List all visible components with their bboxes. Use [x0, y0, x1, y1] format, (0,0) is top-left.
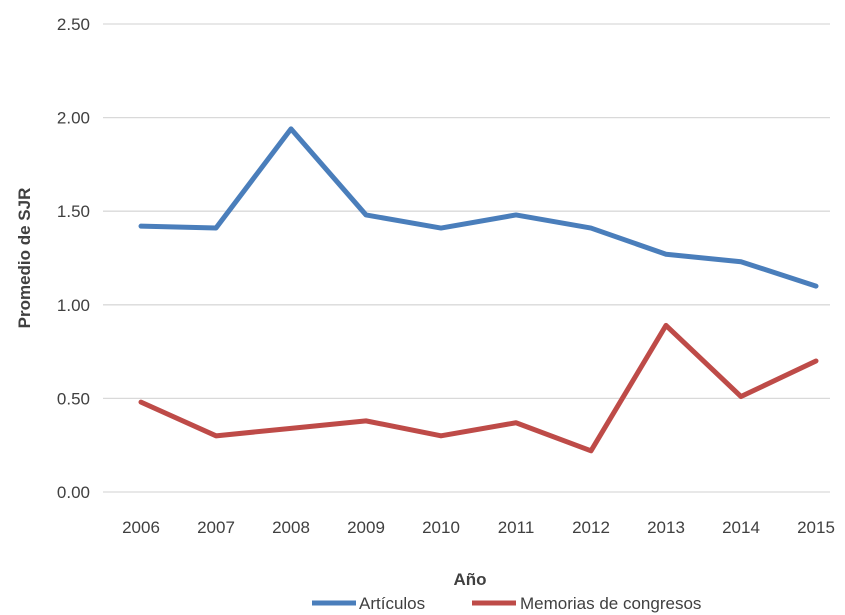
x-axis-title: Año	[453, 570, 486, 589]
x-tick-label: 2015	[797, 518, 835, 537]
x-tick-label: 2012	[572, 518, 610, 537]
y-tick-label: 1.50	[57, 202, 90, 221]
y-axis-ticks: 0.00 0.50 1.00 1.50 2.00 2.50	[57, 15, 90, 502]
y-tick-label: 2.50	[57, 15, 90, 34]
x-axis-ticks: 2006 2007 2008 2009 2010 2011 2012 2013 2014 2015	[122, 518, 835, 537]
legend-label-articulos: Artículos	[359, 594, 425, 613]
y-tick-label: 2.00	[57, 109, 90, 128]
gridlines	[103, 23, 830, 493]
x-tick-label: 2007	[197, 518, 235, 537]
y-axis-title: Promedio de SJR	[15, 188, 34, 329]
x-tick-label: 2014	[722, 518, 760, 537]
x-tick-label: 2006	[122, 518, 160, 537]
x-tick-label: 2009	[347, 518, 385, 537]
x-tick-label: 2011	[498, 518, 535, 537]
y-tick-label: 1.00	[57, 296, 90, 315]
series-line-memorias	[138, 322, 819, 454]
series-lines	[138, 126, 819, 454]
legend-label-memorias: Memorias de congresos	[520, 594, 701, 613]
legend: Artículos Memorias de congresos	[312, 594, 701, 613]
y-tick-label: 0.50	[57, 389, 90, 408]
x-tick-label: 2013	[647, 518, 685, 537]
series-line-articulos	[138, 126, 819, 289]
y-tick-label: 0.00	[57, 483, 90, 502]
x-tick-label: 2010	[422, 518, 460, 537]
x-tick-label: 2008	[272, 518, 310, 537]
